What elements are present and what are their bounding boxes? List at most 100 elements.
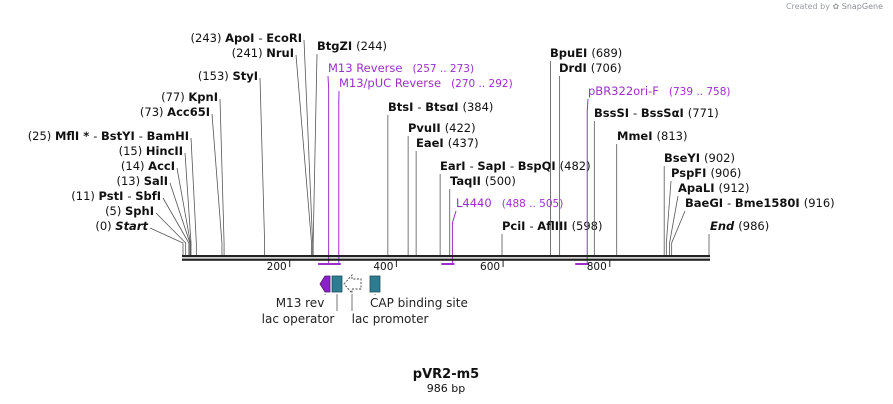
primer-bar [575,263,590,265]
site-label: TaqII (500) [450,174,516,188]
site-position: - [93,129,101,143]
restriction-sites: (0) Start (5) SphI (11) PstI - SbfI (13)… [28,31,835,255]
site-drdi[interactable]: DrdI (706) [559,61,622,255]
site-btsi[interactable]: BtsI - BtsαI (384) [387,100,494,255]
enzyme-name: BssSI [594,106,633,120]
site-line [669,195,679,255]
primer-l4440[interactable]: L4440 (488 .. 505) [441,196,563,265]
site-label: (5) SphI [105,204,154,218]
snapgene-watermark: Created by ✿ SnapGene [786,2,883,11]
site-position: (14) [121,159,148,173]
site-eari[interactable]: EarI - SapI - BspQI (482) [439,159,591,255]
backbone-line-top [182,255,710,258]
enzyme-name: PspFI [671,166,710,180]
feature-shape [319,275,331,293]
primer-m13-reverse[interactable]: M13 Reverse (257 .. 273) [318,61,474,265]
site-position: (437) [448,136,479,150]
enzyme-name: AccI [148,159,175,173]
site-taqii[interactable]: TaqII (500) [449,174,516,255]
site-line [184,152,192,255]
enzyme-name: BaeGI [685,196,727,210]
primer-m13-puc-reverse[interactable]: M13/pUC Reverse (270 .. 292) [325,76,513,265]
site-label: (14) AccI [121,159,175,173]
enzyme-name: BtgZI [317,39,356,53]
primer-pbr322ori-f[interactable]: pBR322ori-F (739 .. 758) [575,84,731,265]
site-baegi[interactable]: BaeGI - Bme1580I (916) [671,196,835,255]
site-bseyi[interactable]: BseYI (902) [663,151,735,255]
enzyme-name: AflIII [537,219,571,233]
feature-shape [331,275,343,293]
primer-name: M13 Reverse [328,61,402,75]
site-nrui[interactable]: (241) NruI [232,46,312,255]
primer-label: M13/pUC Reverse (270 .. 292) [339,76,513,90]
enzyme-name: BtsαI [425,100,462,114]
site-mmei[interactable]: MmeI (813) [616,129,688,255]
enzyme-name: BstYI [101,129,139,143]
feature-lac-promoter[interactable]: lac promoter [343,273,428,326]
site-bpuei[interactable]: BpuEI (689) [550,46,622,255]
primer-name: pBR322ori-F [588,84,659,98]
site-position: (912) [719,181,750,195]
primer-label: L4440 (488 .. 505) [456,196,563,210]
site-position: - [510,159,518,173]
site-position: (11) [71,189,98,203]
site-kpni[interactable]: (77) KpnI [161,90,225,255]
site-psti[interactable]: (11) PstI - SbfI [71,189,190,255]
enzyme-name: BspQI [518,159,560,173]
site-position: - [633,106,641,120]
site-apoi[interactable]: (243) ApoI - EcoRI [191,31,314,255]
feature-lac-operator[interactable]: lac operator [262,275,343,326]
site-label: PciI - AflIII (598) [502,219,603,233]
site-acci[interactable]: (14) AccI [121,159,191,255]
site-label: PvuII (422) [408,121,476,135]
site-end[interactable]: End (986) [708,219,769,255]
site-position: - [727,196,735,210]
feature-m13-rev[interactable]: M13 rev [276,275,331,310]
site-line [259,77,266,255]
primer-leader [586,98,589,263]
enzyme-name: HincII [146,144,183,158]
enzyme-name: DrdI [559,61,591,75]
primer-range: (739 .. 758) [669,86,731,98]
site-eaei[interactable]: EaeI (437) [415,136,479,255]
dna-backbone: 200 400 600 800 [182,255,710,273]
site-line [149,227,184,255]
primer-range: (270 .. 292) [451,78,513,90]
site-sphi[interactable]: (5) SphI [105,204,187,255]
site-pspfi[interactable]: PspFI (906) [665,166,741,255]
site-apali[interactable]: ApaLI (912) [669,181,750,255]
site-bsssi[interactable]: BssSI - BssSαI (771) [593,106,719,255]
site-styi[interactable]: (153) StyI [198,69,266,255]
enzyme-name: BamHI [147,129,189,143]
site-position: (771) [688,106,719,120]
site-line [303,39,314,255]
site-label: End (986) [710,219,769,233]
enzyme-name: Bme1580I [735,196,804,210]
site-pvuii[interactable]: PvuII (422) [407,121,476,255]
feature-shape [369,275,381,293]
site-acc65i[interactable]: (73) Acc65I [140,105,223,255]
site-label: BpuEI (689) [550,46,622,60]
feature-cap-binding-site[interactable]: CAP binding site [369,275,468,310]
site-position: (482) [560,159,591,173]
enzyme-name: SphI [125,204,154,218]
enzyme-name: MflI * [55,129,93,143]
site-hincii[interactable]: (15) HincII [119,144,192,255]
site-btgzi[interactable]: BtgZI (244) [312,39,387,255]
site-position: (77) [161,90,188,104]
site-line [665,180,672,255]
site-mfli[interactable]: (25) MflI * - BstYI - BamHI [28,129,197,255]
site-label: (243) ApoI - EcoRI [191,31,302,45]
site-label: (241) NruI [232,46,294,60]
site-position: (73) [140,105,167,119]
site-start[interactable]: (0) Start [95,219,184,255]
site-position: (813) [657,129,688,143]
site-label: BtsI - BtsαI (384) [388,100,493,114]
site-pcii[interactable]: PciI - AflIII (598) [501,219,603,255]
site-label: PspFI (906) [671,166,741,180]
enzyme-name: PciI [502,219,529,233]
primer-bar [325,263,341,265]
site-line [169,182,191,255]
site-sali[interactable]: (13) SalI [116,174,191,255]
site-line [190,137,197,255]
